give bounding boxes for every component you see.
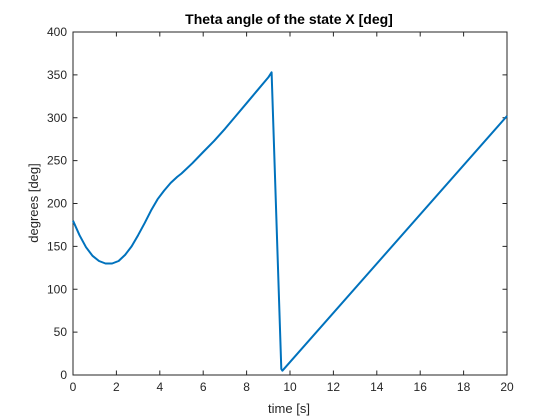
y-axis-ticks: 0 50 100 150 200 250 300 350 400 [47, 25, 507, 382]
y-tick-label: 200 [47, 197, 67, 211]
x-tick-label: 0 [70, 380, 77, 394]
x-axis-ticks: 0 2 4 6 8 10 12 14 16 18 20 [70, 32, 514, 394]
x-tick-label: 10 [283, 380, 297, 394]
x-tick-label: 16 [414, 380, 428, 394]
x-tick-label: 6 [200, 380, 207, 394]
y-tick-label: 350 [47, 68, 67, 82]
y-tick-label: 400 [47, 25, 67, 39]
series-layer [72, 71, 508, 372]
x-tick-label: 18 [457, 380, 471, 394]
y-tick-label: 250 [47, 154, 67, 168]
y-tick-label: 50 [54, 325, 68, 339]
x-tick-label: 2 [113, 380, 120, 394]
x-tick-label: 4 [156, 380, 163, 394]
x-tick-label: 14 [370, 380, 384, 394]
theta-series-line [72, 71, 508, 372]
x-tick-label: 12 [327, 380, 341, 394]
y-tick-label: 300 [47, 111, 67, 125]
y-tick-label: 100 [47, 282, 67, 296]
x-tick-label: 20 [500, 380, 514, 394]
x-axis-label: time [s] [268, 401, 310, 416]
y-axis-label: degrees [deg] [26, 163, 41, 243]
y-tick-label: 0 [60, 368, 67, 382]
y-tick-label: 150 [47, 239, 67, 253]
x-tick-label: 8 [243, 380, 250, 394]
chart-title: Theta angle of the state X [deg] [185, 11, 393, 27]
plot-area-frame [72, 31, 508, 376]
